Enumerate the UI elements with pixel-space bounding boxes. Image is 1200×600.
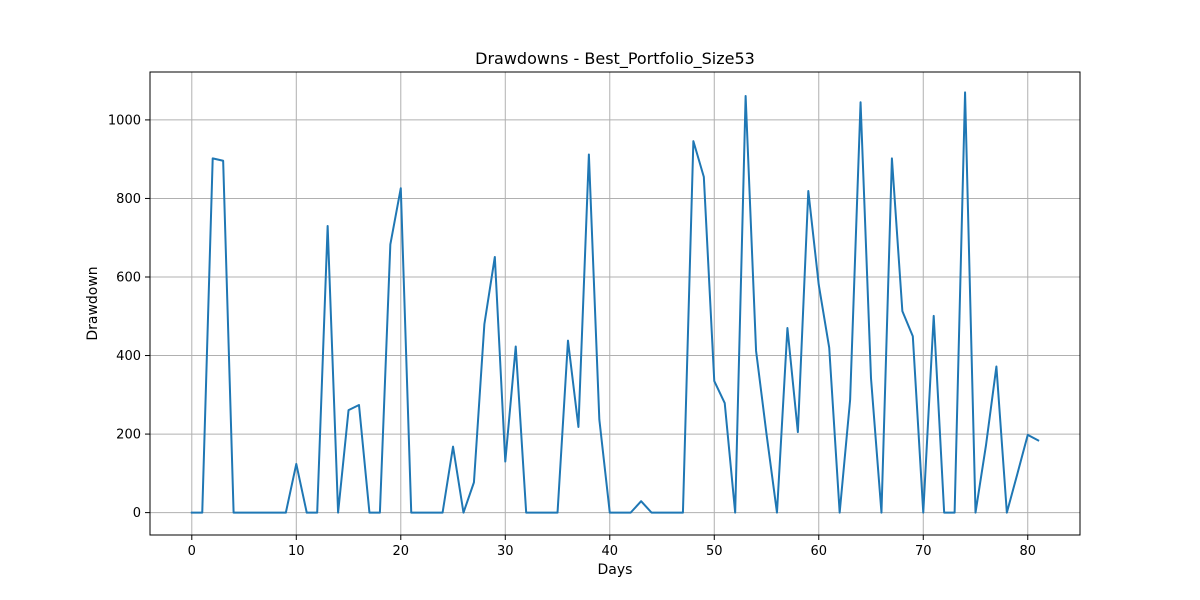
x-axis-ticks: 0 10 20 30 40 50 60 70 80 [188, 535, 1036, 559]
y-tick-label: 1000 [108, 113, 141, 128]
x-tick-label: 40 [602, 544, 619, 559]
x-axis-label: Days [598, 562, 633, 578]
chart-title: Drawdowns - Best_Portfolio_Size53 [475, 49, 755, 69]
x-tick-label: 80 [1019, 544, 1036, 559]
y-tick-label: 400 [116, 349, 141, 364]
x-tick-label: 20 [393, 544, 410, 559]
y-tick-label: 0 [133, 506, 141, 521]
x-tick-label: 10 [288, 544, 305, 559]
x-tick-label: 50 [706, 544, 723, 559]
y-axis-ticks: 0 200 400 600 800 1000 [108, 113, 150, 521]
y-axis-label: Drawdown [85, 266, 101, 340]
grid-lines [150, 72, 1080, 535]
x-tick-label: 30 [497, 544, 514, 559]
y-tick-label: 800 [116, 192, 141, 207]
x-tick-label: 60 [810, 544, 827, 559]
plot-area-frame [149, 71, 1081, 536]
drawdown-series-line [190, 91, 1040, 514]
y-tick-label: 200 [116, 428, 141, 443]
x-tick-label: 0 [188, 544, 196, 559]
x-tick-label: 70 [915, 544, 932, 559]
y-tick-label: 600 [116, 270, 141, 285]
